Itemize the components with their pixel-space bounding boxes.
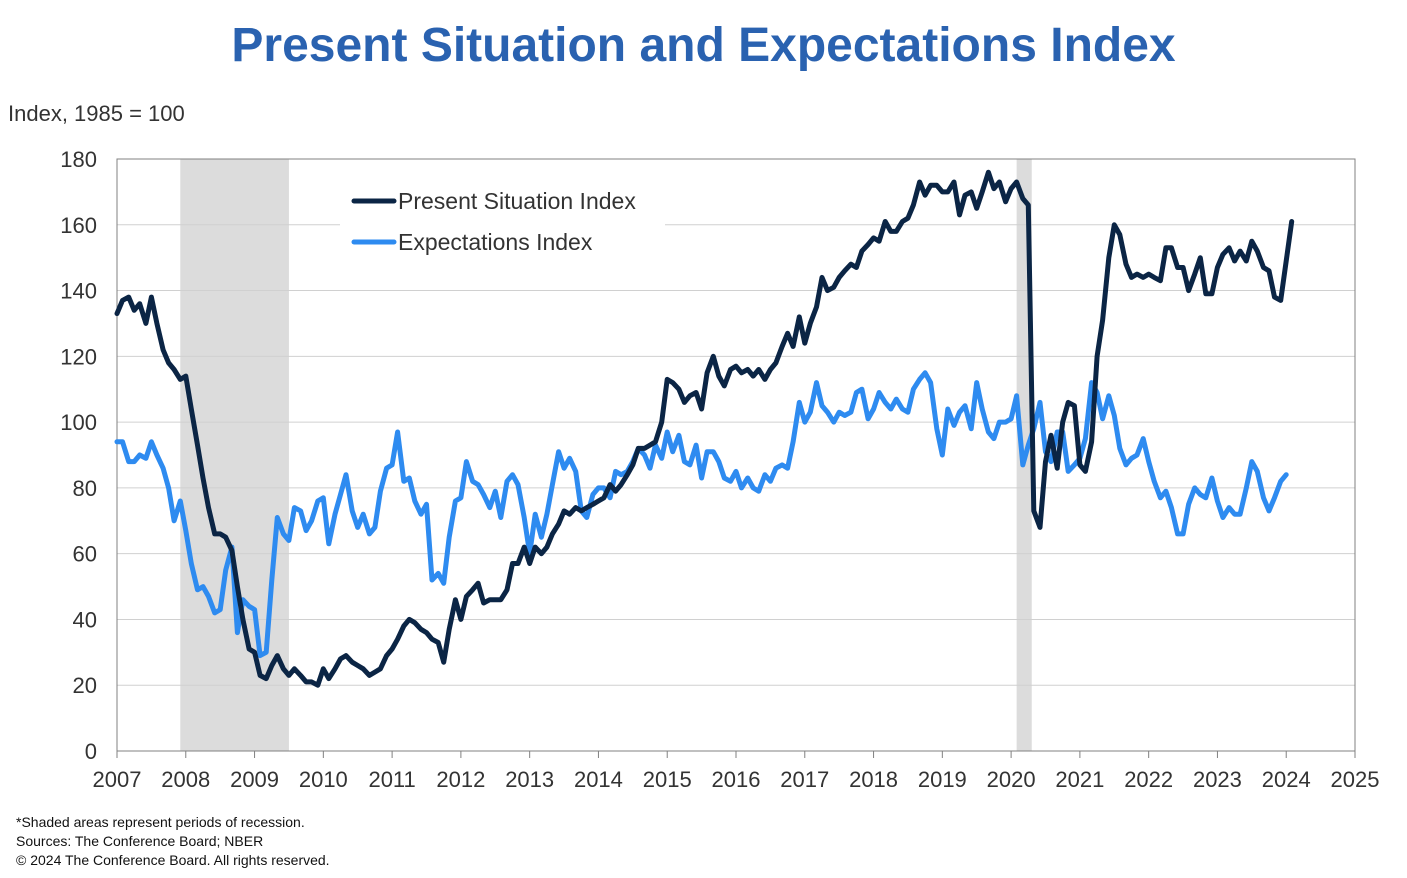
footnote-shading: *Shaded areas represent periods of reces… [16, 814, 305, 830]
x-tick-label: 2022 [1124, 767, 1173, 792]
legend-label-expectations: Expectations Index [398, 229, 593, 255]
series-lines [114, 169, 1295, 688]
footnote-sources: Sources: The Conference Board; NBER [16, 833, 264, 849]
x-tick-label: 2025 [1331, 767, 1380, 792]
x-tick-label: 2018 [849, 767, 898, 792]
y-tick-label: 20 [73, 673, 97, 698]
x-tick-label: 2010 [299, 767, 348, 792]
legend-label-present-situation: Present Situation Index [398, 188, 636, 214]
x-tick-label: 2015 [643, 767, 692, 792]
y-tick-label: 80 [73, 476, 97, 501]
y-tick-label: 0 [85, 739, 97, 764]
y-tick-label: 140 [60, 279, 97, 304]
gridlines [117, 224, 1355, 686]
series-line-present-situation [114, 169, 1295, 688]
x-tick-label: 2011 [368, 767, 415, 792]
chart-title: Present Situation and Expectations Index [231, 19, 1176, 72]
x-tick-label: 2016 [712, 767, 761, 792]
y-tick-label: 120 [60, 344, 97, 369]
series-line-expectations [114, 370, 1289, 659]
x-tick-label: 2014 [574, 767, 623, 792]
y-axis-unit-label: Index, 1985 = 100 [8, 101, 185, 126]
x-tick-label: 2021 [1055, 767, 1104, 792]
x-tick-label: 2009 [230, 767, 279, 792]
x-tick-label: 2023 [1193, 767, 1242, 792]
x-tick-label: 2007 [93, 767, 142, 792]
x-tick-label: 2008 [161, 767, 210, 792]
x-tick-label: 2024 [1262, 767, 1311, 792]
footnote-copyright: © 2024 The Conference Board. All rights … [16, 852, 330, 868]
y-tick-label: 100 [60, 410, 97, 435]
y-tick-label: 60 [73, 542, 97, 567]
legend-background [340, 180, 665, 265]
x-tick-label: 2017 [780, 767, 829, 792]
y-axis-ticks: 0 20 40 60 80 100 120 140 160 180 [60, 147, 97, 764]
x-axis-ticks: 2007 2008 2009 2010 2011 2012 2013 2014 2015 2016… [93, 751, 1380, 792]
y-tick-label: 160 [60, 213, 97, 238]
x-tick-label: 2020 [987, 767, 1036, 792]
legend: Present Situation Index Expectations Ind… [340, 180, 665, 265]
y-tick-label: 180 [60, 147, 97, 172]
x-tick-label: 2013 [505, 767, 554, 792]
x-tick-label: 2012 [436, 767, 485, 792]
x-tick-label: 2019 [918, 767, 967, 792]
y-tick-label: 40 [73, 607, 97, 632]
